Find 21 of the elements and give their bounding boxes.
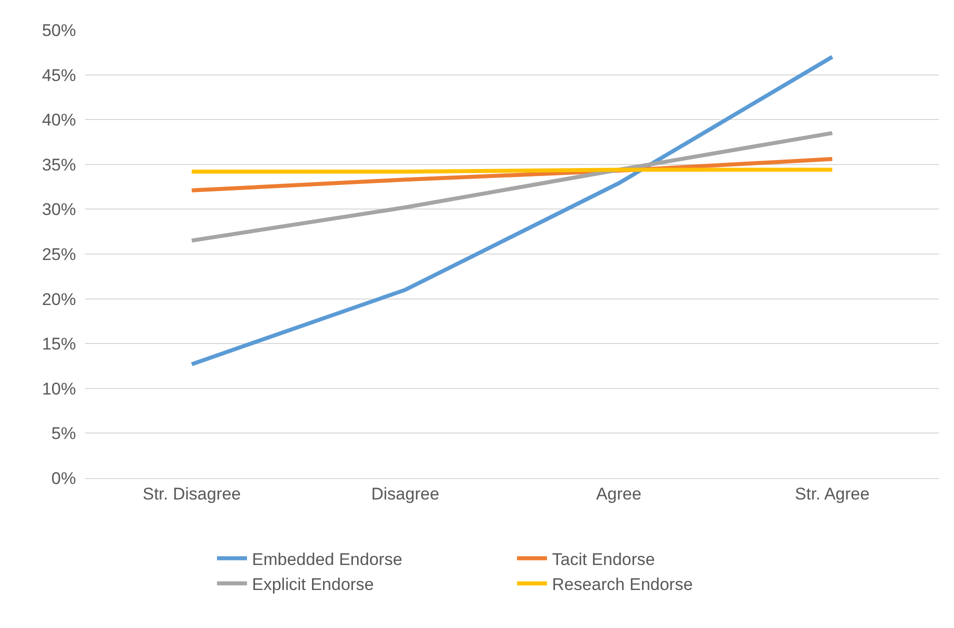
y-tick-label: 40% [42,110,76,130]
legend-label: Tacit Endorse [552,550,655,569]
y-tick-label: 25% [42,244,76,264]
y-tick-label: 5% [51,424,76,444]
x-tick-label: Str. Disagree [142,484,241,504]
y-tick-label: 15% [42,334,76,354]
y-tick-label: 10% [42,379,76,398]
y-tick-label: 30% [42,200,76,220]
y-tick-label: 50% [42,20,76,40]
y-tick-label: 35% [42,155,76,174]
line-series [190,54,834,366]
legend-label: Explicit Endorse [252,575,374,594]
x-tick-label: Agree [596,484,642,504]
legend-label: Embedded Endorse [252,550,402,569]
x-tick-label: Str. Agree [794,484,870,504]
y-tick-label: 0% [51,468,76,488]
line-series [190,131,834,243]
y-tick-label: 45% [42,66,76,85]
x-tick-label: Disagree [371,484,440,504]
y-tick-label: 20% [42,290,76,309]
legend-label: Research Endorse [552,575,693,594]
